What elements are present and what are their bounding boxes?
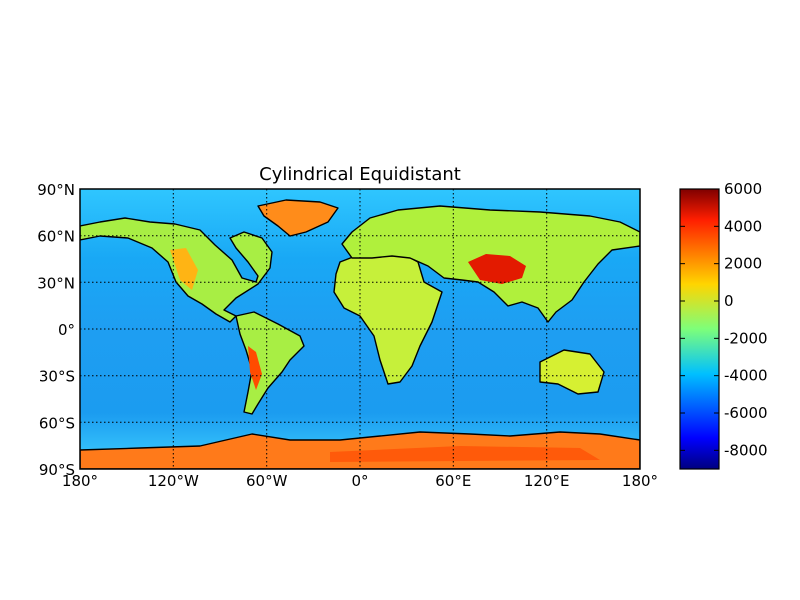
latitude-labels: 90°N 60°N 30°N 0° 30°S 60°S 90°S — [37, 181, 75, 479]
colorbar: 6000 4000 2000 0 -2000 -4000 -6000 -8000 — [679, 180, 768, 470]
lon-label: 120°W — [148, 472, 199, 490]
colorbar-tick-label: -8000 — [724, 441, 768, 459]
lat-label: 0° — [58, 321, 75, 339]
south-america-landmass — [235, 311, 305, 415]
colorbar-tick-label: -6000 — [724, 404, 768, 422]
north-america-landmass — [80, 217, 273, 323]
map-title: Cylindrical Equidistant — [259, 164, 461, 185]
lon-label: 60°E — [435, 472, 471, 490]
lat-label: 90°N — [37, 181, 75, 199]
colorbar-tick-label: 6000 — [724, 180, 762, 198]
colorbar-gradient — [679, 188, 720, 470]
colorbar-tick-label: 2000 — [724, 255, 762, 273]
lat-label: 30°N — [37, 274, 75, 292]
lat-label: 60°N — [37, 228, 75, 246]
lon-label: 180° — [62, 472, 98, 490]
lon-label: 180° — [622, 472, 658, 490]
andes-highland — [248, 346, 262, 390]
colorbar-ticks: 6000 4000 2000 0 -2000 -4000 -6000 -8000 — [680, 180, 768, 459]
rocky-mountains-highland — [170, 248, 198, 290]
map-frame — [79, 188, 641, 470]
colorbar-tick-label: -4000 — [724, 367, 768, 385]
colorbar-tick-label: -2000 — [724, 329, 768, 347]
lon-label: 0° — [351, 472, 368, 490]
graticule — [80, 189, 640, 469]
greenland-landmass — [257, 199, 339, 237]
lon-label: 120°E — [524, 472, 570, 490]
lat-label: 90°S — [39, 461, 75, 479]
lat-label: 30°S — [39, 368, 75, 386]
map-panel — [80, 189, 640, 469]
longitude-labels: 180° 120°W 60°W 0° 60°E 120°E 180° — [62, 472, 658, 490]
australia-landmass — [539, 349, 605, 395]
lat-label: 60°S — [39, 414, 75, 432]
colorbar-tick-label: 4000 — [724, 217, 762, 235]
lon-label: 60°W — [246, 472, 288, 490]
antarctic-plateau-highland — [330, 446, 600, 462]
colorbar-tick-label: 0 — [724, 292, 734, 310]
tibetan-plateau-highland — [468, 254, 526, 284]
